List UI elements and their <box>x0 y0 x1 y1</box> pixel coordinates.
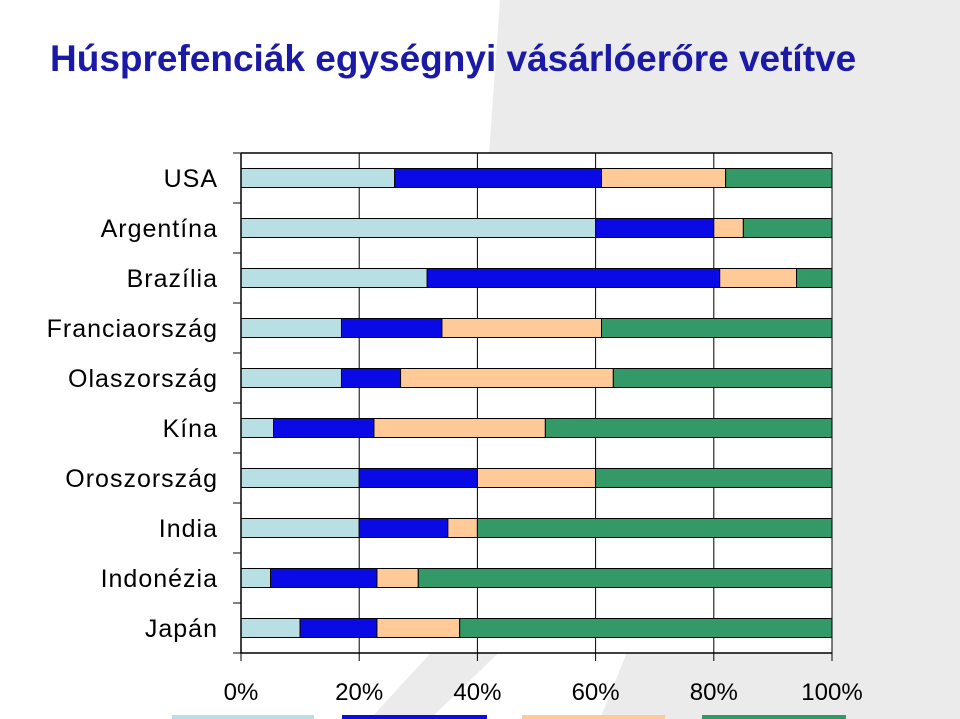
x-tick-label: 0% <box>224 679 259 706</box>
bar-segment <box>299 618 378 638</box>
bar-segment <box>270 568 378 588</box>
bar-segment <box>595 468 833 488</box>
bar-segment <box>719 268 798 288</box>
x-tick-label: 80% <box>690 679 738 706</box>
bar-segment <box>373 418 546 438</box>
bar-segment <box>240 518 360 538</box>
x-tick-label: 20% <box>335 679 383 706</box>
category-label: USA <box>164 165 218 193</box>
bar-segment <box>340 318 443 338</box>
category-label: Brazília <box>127 265 218 293</box>
bar-segment <box>742 218 833 238</box>
category-label: Japán <box>145 615 218 643</box>
category-label: Indonézia <box>101 565 218 593</box>
x-tick-label: 100% <box>801 679 862 706</box>
legend-swatch <box>342 715 487 719</box>
bar-segment <box>240 618 301 638</box>
bar-segment <box>544 418 833 438</box>
bar-segment <box>240 418 275 438</box>
bar-segment <box>376 618 461 638</box>
bar-segment <box>796 268 833 288</box>
bar-segment <box>612 368 833 388</box>
bar-segment <box>595 218 715 238</box>
bar-segment <box>358 468 478 488</box>
bar-segment <box>240 268 428 288</box>
bars <box>240 168 833 638</box>
bar-segment <box>376 568 419 588</box>
bar-segment <box>447 518 478 538</box>
bar-segment <box>417 568 833 588</box>
legend-swatch <box>172 715 314 719</box>
bar-segment <box>400 368 614 388</box>
category-label: Franciaország <box>47 315 218 343</box>
category-label: India <box>159 515 218 543</box>
category-label: Oroszország <box>65 465 218 493</box>
bar-segment <box>441 318 603 338</box>
bar-segment <box>713 218 744 238</box>
bar-segment <box>340 368 402 388</box>
legend <box>172 715 846 719</box>
bar-segment <box>240 318 342 338</box>
x-tick-label: 60% <box>572 679 620 706</box>
bar-segment <box>394 168 603 188</box>
x-tick-label: 40% <box>453 679 501 706</box>
bar-segment <box>476 468 597 488</box>
bar-segment <box>725 168 833 188</box>
tick-labels: 0% 20% 40% 60% 80% 100% <box>224 679 863 706</box>
legend-swatch <box>702 715 846 719</box>
category-label: Kína <box>163 415 218 443</box>
category-label: Olaszország <box>68 365 218 393</box>
bar-segment <box>273 418 375 438</box>
bar-segment <box>240 218 597 238</box>
category-labels: USA Argentína Brazília Franciaország Olaszor… <box>47 165 218 643</box>
bar-segment <box>240 368 342 388</box>
bar-segment <box>601 168 727 188</box>
legend-swatch <box>522 715 665 719</box>
chart-title: Húsprefenciák egységnyi vásárlóerőre vet… <box>50 38 857 79</box>
bar-segment <box>476 518 833 538</box>
category-label: Argentína <box>101 215 218 243</box>
bar-segment <box>459 618 833 638</box>
axes <box>233 152 833 661</box>
bar-segment <box>240 168 396 188</box>
bar-segment <box>601 318 833 338</box>
bar-segment <box>358 518 449 538</box>
bar-segment <box>426 268 721 288</box>
bar-segment <box>240 568 272 588</box>
bar-segment <box>240 468 360 488</box>
